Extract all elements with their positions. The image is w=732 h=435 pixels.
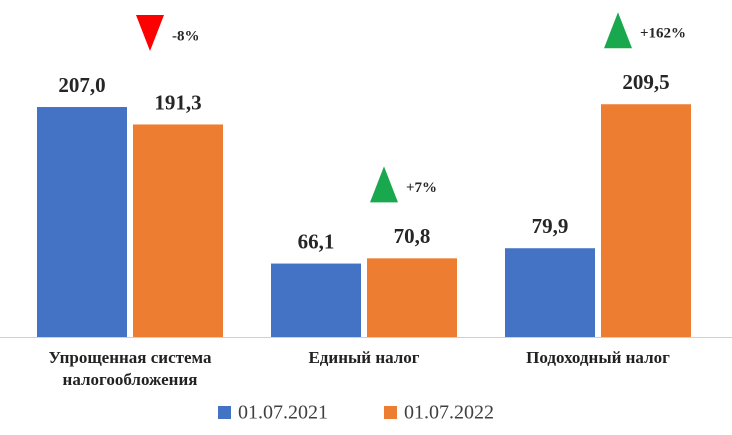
change-arrow	[136, 15, 164, 52]
bar	[505, 248, 595, 337]
legend-swatch	[218, 406, 231, 419]
change-arrow	[604, 12, 632, 49]
bar	[271, 263, 361, 337]
change-label: -8%	[172, 28, 200, 44]
x-tick-label: Упрощенная система налогообложения	[48, 348, 212, 389]
legend-label: 01.07.2022	[404, 402, 494, 424]
change-label: +7%	[406, 180, 437, 196]
x-tick-label: Подоходный налог	[526, 348, 670, 367]
bar	[367, 258, 457, 337]
value-label: 66,1	[298, 229, 335, 253]
bar	[601, 104, 691, 337]
x-tick-label: Единый налог	[308, 348, 420, 367]
bar	[37, 107, 127, 337]
value-label: 207,0	[58, 73, 105, 97]
change-label: +162%	[640, 26, 686, 42]
change-arrow	[370, 166, 398, 203]
legend-label: 01.07.2021	[238, 402, 328, 424]
value-label: 79,9	[532, 214, 569, 238]
bar	[133, 124, 223, 337]
value-label: 191,3	[154, 90, 201, 114]
value-label: 209,5	[622, 70, 669, 94]
legend-swatch	[384, 406, 397, 419]
value-label: 70,8	[394, 224, 431, 248]
